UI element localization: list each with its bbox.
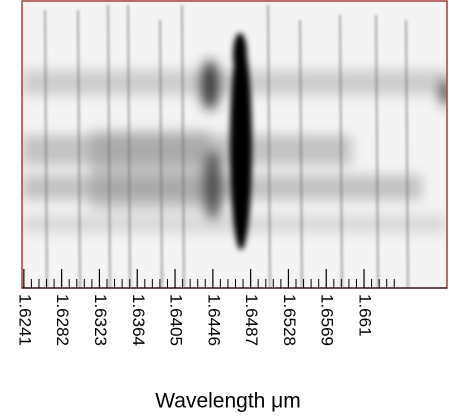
x-tick-label: 1.6569	[318, 294, 337, 346]
x-tick-label: 1.6528	[280, 294, 299, 346]
x-tick-label: 1.6487	[242, 294, 261, 346]
x-tick-label: 1.661	[356, 294, 375, 337]
x-tick-label: 1.6364	[129, 294, 148, 346]
x-tick-label: 1.6405	[167, 294, 186, 346]
x-tick-label: 1.6282	[53, 294, 72, 346]
x-tick-label: 1.6323	[91, 294, 110, 346]
spectrum-image	[22, 1, 447, 288]
x-tick-label: 1.6241	[15, 294, 34, 346]
x-tick-label: 1.6446	[204, 294, 223, 346]
x-axis: 1.6241 1.6282 1.6323 1.6364 1.6405 1.6446 1.64…	[15, 269, 447, 346]
x-axis-label: Wavelength μm	[155, 390, 301, 413]
